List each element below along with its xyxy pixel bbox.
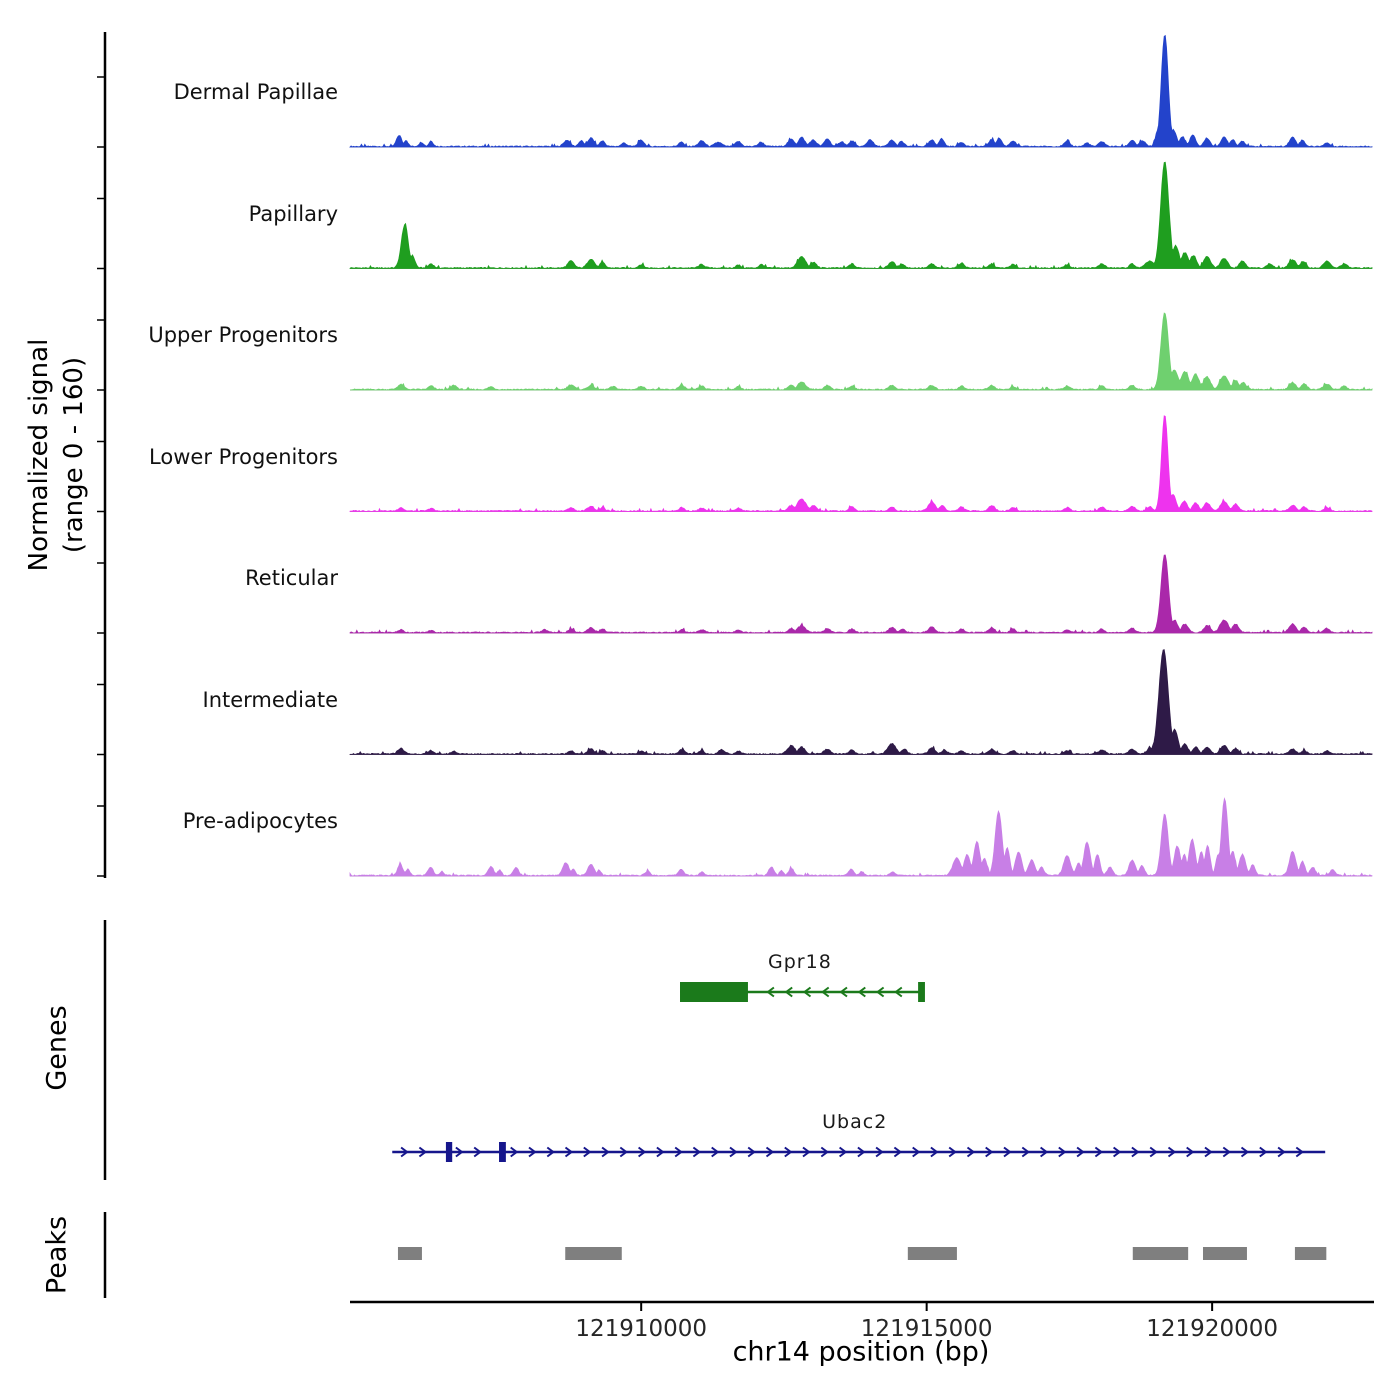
gene-label-ubac2: Ubac2 xyxy=(822,1111,887,1133)
gene-strand-arrow xyxy=(638,1146,647,1158)
peak-region xyxy=(565,1247,622,1260)
signal-area-reticular xyxy=(349,554,1373,634)
signal-area-papillary xyxy=(349,161,1373,270)
gene-strand-arrow xyxy=(765,1146,775,1158)
gene-strand-arrow xyxy=(729,1146,738,1158)
y-axis-title-line2: (range 0 - 160) xyxy=(59,356,89,554)
gene-strand-arrow xyxy=(400,1146,409,1158)
gene-strand-arrow xyxy=(857,986,866,998)
gene-strand-arrow xyxy=(1277,1146,1286,1158)
track-label-papillary: Papillary xyxy=(248,201,338,226)
gene-strand-arrow xyxy=(619,1146,628,1158)
gene-strand-arrow xyxy=(1021,1146,1030,1158)
signal-area-lower-progenitors xyxy=(349,415,1373,513)
x-axis-title: chr14 position (bp) xyxy=(732,1336,990,1368)
gene-strand-arrow xyxy=(546,1146,555,1158)
track-label-reticular: Reticular xyxy=(245,566,338,590)
gene-strand-arrow xyxy=(930,1146,939,1158)
y-axis-title: Normalized signal (range 0 - 160) xyxy=(22,339,92,572)
gene-strand-arrow xyxy=(1259,1146,1268,1158)
gene-strand-arrow xyxy=(784,1146,793,1158)
gene-strand-arrow xyxy=(656,1146,665,1158)
gene-strand-arrow xyxy=(966,1146,976,1158)
gene-strand-arrow xyxy=(820,1146,829,1158)
gene-strand-arrow xyxy=(839,986,848,998)
gene-strand-arrow xyxy=(473,1146,482,1158)
track-label-dermal-papillae: Dermal Papillae xyxy=(173,80,338,104)
gene-strand-arrow xyxy=(1222,1146,1231,1158)
gene-strand-arrow xyxy=(857,1146,866,1158)
peak-region xyxy=(1294,1247,1327,1260)
gene-strand-arrow xyxy=(893,1146,903,1158)
gene-strand-arrow xyxy=(1295,1146,1304,1158)
track-label-pre-adipocytes: Pre-adipocytes xyxy=(182,809,338,833)
gene-strand-arrow xyxy=(455,1146,464,1158)
gene-strand-arrow xyxy=(948,1146,957,1158)
gene-strand-arrow xyxy=(528,1146,537,1158)
gene-strand-arrow xyxy=(692,1146,702,1158)
gene-strand-arrow xyxy=(510,1146,519,1158)
gene-strand-arrow xyxy=(875,986,885,998)
peak-region xyxy=(907,1247,957,1260)
track-label-intermediate: Intermediate xyxy=(202,687,339,712)
peak-region xyxy=(1132,1247,1189,1260)
gene-strand-arrow xyxy=(1040,1146,1049,1158)
gene-strand-arrow xyxy=(1204,1146,1213,1158)
gene-strand-arrow xyxy=(1240,1146,1250,1158)
gene-strand-arrow xyxy=(418,1146,428,1158)
gene-strand-arrow xyxy=(784,986,793,998)
gene-exon-ubac2 xyxy=(445,1142,453,1162)
y-axis-title-line1: Normalized signal xyxy=(23,338,54,572)
gene-strand-arrow xyxy=(583,1146,592,1158)
track-label-lower-progenitors: Lower Progenitors xyxy=(149,444,338,469)
gene-strand-arrow xyxy=(875,1146,884,1158)
gene-strand-arrow xyxy=(1167,1146,1177,1158)
gene-exon-ubac2 xyxy=(499,1142,506,1162)
gene-strand-arrow xyxy=(766,986,775,998)
track-label-upper-progenitors: Upper Progenitors xyxy=(148,323,338,347)
peak-region xyxy=(397,1247,422,1260)
gene-strand-arrow xyxy=(1186,1146,1195,1158)
gene-strand-arrow xyxy=(839,1146,848,1158)
signal-area-intermediate xyxy=(349,649,1373,755)
gene-strand-arrow xyxy=(1131,1146,1140,1158)
gene-strand-arrow xyxy=(1076,1146,1085,1158)
gene-strand-arrow xyxy=(821,986,830,998)
x-tick-label: 121920000 xyxy=(1146,1316,1278,1342)
gene-exon-gpr18 xyxy=(918,982,925,1002)
signal-area-pre-adipocytes xyxy=(349,797,1373,877)
gene-strand-arrow xyxy=(674,1146,683,1158)
gene-strand-arrow xyxy=(1058,1146,1067,1158)
gene-strand-arrow xyxy=(802,986,812,998)
signal-area-dermal-papillae xyxy=(349,34,1373,148)
signal-area-upper-progenitors xyxy=(349,312,1373,391)
gene-strand-arrow xyxy=(711,1146,720,1158)
peak-region xyxy=(1202,1247,1247,1260)
gene-strand-arrow xyxy=(1003,1146,1012,1158)
x-tick-label: 121910000 xyxy=(575,1316,707,1342)
gene-strand-arrow xyxy=(1113,1146,1122,1158)
gene-strand-arrow xyxy=(564,1146,574,1158)
x-tick-label: 121915000 xyxy=(861,1316,993,1342)
gene-strand-arrow xyxy=(1094,1146,1104,1158)
gene-strand-arrow xyxy=(894,986,903,998)
genes-section-label: Genes xyxy=(41,1005,73,1091)
gene-strand-arrow xyxy=(601,1146,610,1158)
gene-strand-arrow xyxy=(747,1146,756,1158)
gene-strand-arrow xyxy=(802,1146,811,1158)
peaks-section-label: Peaks xyxy=(41,1215,73,1295)
gene-strand-arrow xyxy=(985,1146,994,1158)
gene-exon-gpr18 xyxy=(680,982,748,1002)
gene-strand-arrow xyxy=(1149,1146,1158,1158)
gene-strand-arrow xyxy=(912,1146,921,1158)
gene-label-gpr18: Gpr18 xyxy=(768,951,832,973)
